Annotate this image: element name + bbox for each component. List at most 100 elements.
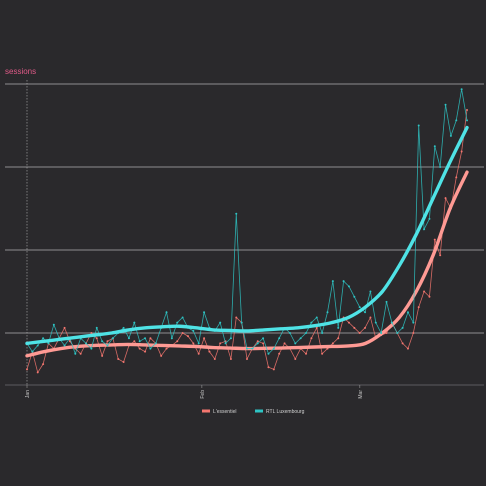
data-point: [122, 361, 125, 364]
data-point: [36, 371, 39, 374]
data-point: [305, 332, 308, 334]
data-point: [154, 342, 157, 345]
data-point: [181, 316, 184, 319]
data-point: [358, 306, 361, 309]
data-point: [251, 347, 254, 350]
data-point: [138, 347, 141, 350]
data-point: [294, 342, 297, 345]
data-point: [396, 332, 399, 334]
series-rtl-luxembourg: [25, 88, 469, 355]
data-point: [144, 337, 147, 340]
data-point: [449, 134, 452, 137]
data-point: [423, 228, 426, 231]
grid: [5, 80, 484, 386]
data-point: [111, 337, 114, 340]
data-point: [95, 326, 98, 329]
data-point: [380, 332, 383, 334]
series-layer: [25, 88, 469, 374]
data-point: [299, 337, 302, 340]
data-point: [256, 340, 259, 343]
data-point: [52, 323, 55, 326]
data-point: [272, 347, 275, 350]
data-point: [235, 316, 238, 319]
data-point: [267, 352, 270, 355]
data-point: [428, 217, 431, 220]
data-point: [219, 342, 222, 345]
data-point: [321, 332, 324, 334]
data-point: [262, 337, 265, 340]
data-point: [229, 337, 232, 340]
data-point: [106, 340, 109, 343]
data-point: [106, 344, 109, 347]
data-point: [235, 212, 238, 215]
data-point: [240, 321, 243, 324]
data-point: [423, 290, 426, 293]
data-point: [369, 290, 372, 293]
data-point: [406, 311, 409, 314]
data-point: [85, 342, 88, 345]
data-point: [406, 347, 409, 350]
data-point: [95, 337, 98, 340]
data-point: [127, 337, 130, 340]
data-point: [229, 357, 232, 360]
data-point: [315, 326, 318, 329]
data-point: [133, 321, 136, 324]
data-point: [283, 342, 286, 345]
data-point: [213, 357, 216, 360]
data-point: [149, 347, 152, 350]
data-point: [288, 332, 291, 334]
data-point: [208, 350, 211, 353]
data-point: [433, 145, 436, 148]
data-point: [101, 340, 104, 343]
data-point: [466, 119, 468, 122]
data-point: [412, 332, 415, 334]
data-point: [353, 295, 356, 298]
data-point: [197, 342, 200, 345]
data-point: [90, 332, 93, 334]
data-point: [197, 352, 200, 355]
data-point: [160, 354, 163, 357]
data-point: [294, 357, 297, 360]
data-point: [331, 342, 334, 345]
data-point: [117, 357, 120, 360]
y-axis-title: sessions: [5, 67, 36, 76]
data-point: [219, 321, 222, 324]
x-tick-label: Feb: [200, 390, 206, 399]
data-point: [101, 354, 104, 357]
data-point: [31, 350, 34, 353]
data-point: [192, 342, 195, 345]
data-point: [165, 311, 168, 314]
x-axis: Jan Feb Mar: [25, 385, 364, 399]
data-point: [262, 342, 265, 345]
data-point: [224, 342, 227, 345]
data-point: [133, 340, 136, 343]
data-point: [192, 329, 195, 332]
data-point: [203, 311, 206, 314]
data-point: [310, 337, 313, 340]
data-point: [267, 366, 270, 369]
data-point: [246, 347, 248, 350]
data-point: [176, 340, 179, 343]
data-point: [439, 166, 442, 168]
data-point: [79, 352, 82, 355]
data-point: [138, 340, 141, 343]
data-point: [390, 321, 393, 324]
x-tick-label: Mar: [358, 390, 364, 399]
data-point: [321, 352, 324, 355]
data-point: [278, 352, 281, 355]
data-point: [26, 368, 28, 371]
data-point: [385, 332, 388, 334]
legend-label-lessentiel: L'essentiel: [213, 409, 236, 415]
data-point: [144, 350, 147, 353]
data-point: [246, 357, 248, 360]
data-point: [412, 321, 415, 324]
data-point: [439, 254, 442, 257]
data-point: [165, 347, 168, 350]
data-point: [272, 368, 275, 371]
data-point: [122, 326, 125, 329]
data-point: [170, 337, 173, 340]
data-point: [63, 326, 66, 329]
data-point: [385, 300, 388, 303]
data-point: [47, 342, 50, 345]
data-point: [460, 150, 463, 153]
